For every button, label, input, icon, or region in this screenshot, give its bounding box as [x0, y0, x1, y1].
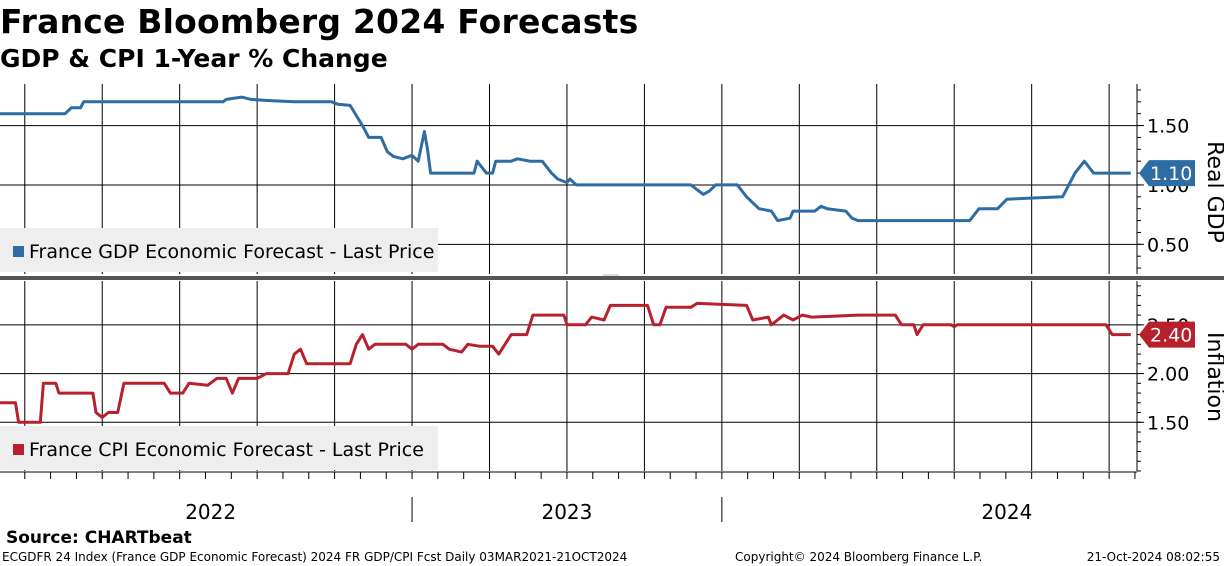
y-axis-title: Real GDP: [1202, 141, 1224, 243]
last-value-tag: [1139, 160, 1195, 187]
legend-label: France CPI Economic Forecast - Last Pric…: [29, 439, 424, 461]
x-tick-label: 2022: [185, 500, 236, 524]
footer-copyright: Copyright© 2024 Bloomberg Finance L.P.: [735, 550, 983, 564]
y-axis-title: Inflation: [1202, 332, 1224, 422]
y-tick-label: 1.50: [1147, 412, 1189, 434]
panel-divider: [0, 276, 1224, 280]
x-tick-label: 2024: [981, 500, 1032, 524]
last-value-label: 1.10: [1150, 163, 1192, 185]
y-tick-label: 1.50: [1147, 116, 1189, 138]
x-tick-label: 2023: [541, 500, 592, 524]
legend-swatch: [13, 246, 24, 257]
chart-title: France Bloomberg 2024 Forecasts: [0, 2, 639, 41]
chart-subtitle: GDP & CPI 1-Year % Change: [0, 44, 388, 73]
legend-label: France GDP Economic Forecast - Last Pric…: [29, 241, 434, 263]
gdp-series-line: [0, 95, 1131, 223]
legend-box: [0, 426, 438, 470]
footer-timestamp: 21-Oct-2024 08:02:55: [1086, 550, 1220, 564]
last-value-label: 2.40: [1150, 325, 1192, 347]
legend-swatch: [13, 444, 24, 455]
cpi-series-line: [0, 301, 1131, 424]
y-tick-label: 0.50: [1147, 234, 1189, 256]
last-value-tag: [1139, 321, 1195, 348]
footer-index-info: ECGDFR 24 Index (France GDP Economic For…: [2, 550, 628, 564]
y-tick-label: 2.00: [1147, 364, 1189, 386]
source-label: Source: CHARTbeat: [6, 528, 192, 548]
legend-box: [0, 228, 438, 272]
